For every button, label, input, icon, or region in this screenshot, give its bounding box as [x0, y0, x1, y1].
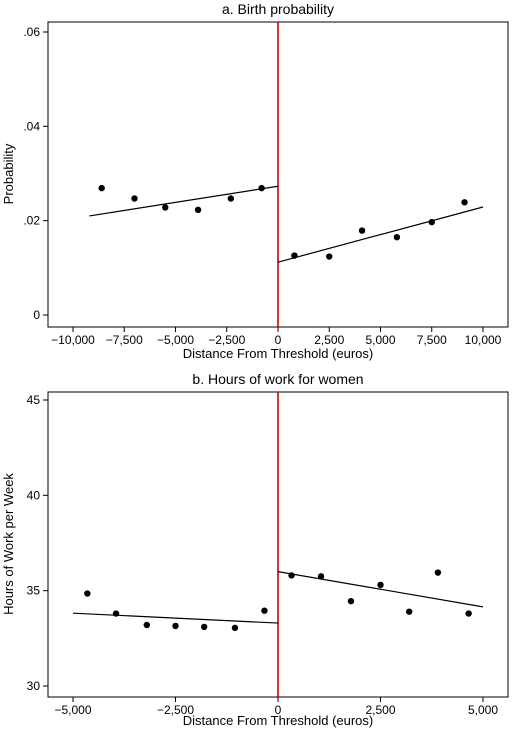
fit-line — [72, 612, 279, 624]
x-tick-label: −2,500 — [208, 333, 245, 347]
data-point — [347, 597, 355, 605]
data-point — [393, 233, 401, 241]
x-tick-label: −5,000 — [157, 333, 194, 347]
y-tick-label: 35 — [27, 584, 41, 598]
x-tick-label: −2,500 — [157, 703, 194, 717]
x-tick-label: 7,500 — [417, 333, 447, 347]
fit-line — [277, 571, 484, 608]
data-point — [112, 610, 120, 617]
data-point — [84, 590, 91, 597]
data-point — [98, 184, 105, 192]
data-point — [317, 573, 325, 580]
x-tick-label: 0 — [275, 333, 282, 347]
x-axis: −5,000 −2,500 0 2,500 5,000 — [54, 697, 498, 717]
x-axis: −10,000 −7,500 −5,000 −2,500 0 2,500 5,000 7,50… — [51, 327, 502, 347]
x-tick-label: 0 — [275, 703, 282, 717]
data-point — [291, 252, 298, 259]
data-point — [428, 218, 435, 226]
y-tick-label: 40 — [27, 488, 41, 502]
data-point — [194, 206, 202, 214]
data-point — [461, 199, 468, 206]
data-point — [434, 569, 442, 576]
data-point — [258, 184, 265, 192]
y-tick-label: .06 — [23, 25, 40, 39]
fit-line — [277, 206, 484, 263]
data-point — [143, 621, 150, 629]
y-axis-title: Probability — [1, 143, 16, 204]
x-tick-label: −5,000 — [54, 703, 91, 717]
y-axis: 0 .02 .04 .06 — [23, 25, 48, 322]
data-points — [98, 184, 468, 260]
x-tick-label: 5,000 — [468, 703, 498, 717]
x-tick-label: −7,500 — [106, 333, 143, 347]
y-tick-label: .02 — [23, 214, 40, 228]
data-point — [231, 624, 239, 632]
y-tick-label: 30 — [27, 679, 41, 693]
data-point — [465, 610, 472, 617]
data-point — [227, 195, 235, 202]
panel-birth-probability: a. Birth probability −10,000 −7,500 −5,000… — [1, 1, 509, 361]
data-point — [377, 581, 384, 589]
x-tick-label: −10,000 — [51, 333, 95, 347]
data-points — [84, 569, 472, 632]
data-point — [261, 607, 268, 614]
x-axis-title: Distance From Threshold (euros) — [183, 713, 374, 728]
fit-lines — [89, 22, 484, 327]
data-point — [172, 622, 179, 630]
data-point — [162, 204, 169, 211]
y-tick-label: .04 — [23, 119, 40, 133]
data-point — [358, 227, 366, 234]
y-axis: 30 35 40 45 — [27, 393, 48, 693]
y-axis-title: Hours of Work per Week — [1, 473, 16, 615]
chart-title: b. Hours of work for women — [192, 371, 363, 387]
data-point — [131, 195, 138, 202]
data-point — [201, 623, 208, 631]
data-point — [406, 608, 413, 615]
panel-hours-of-work: b. Hours of work for women −5,000 −2,500 0… — [1, 371, 509, 728]
x-axis-title: Distance From Threshold (euros) — [183, 346, 374, 361]
x-tick-label: 2,500 — [365, 703, 395, 717]
y-tick-label: 0 — [33, 308, 40, 322]
y-tick-label: 45 — [27, 393, 41, 407]
data-point — [288, 572, 295, 579]
data-point — [326, 253, 333, 260]
x-tick-label: 2,500 — [314, 333, 344, 347]
chart-title: a. Birth probability — [222, 1, 334, 17]
fit-lines — [72, 392, 484, 697]
x-tick-label: 10,000 — [465, 333, 502, 347]
fit-line — [89, 185, 279, 217]
x-tick-label: 5,000 — [365, 333, 395, 347]
